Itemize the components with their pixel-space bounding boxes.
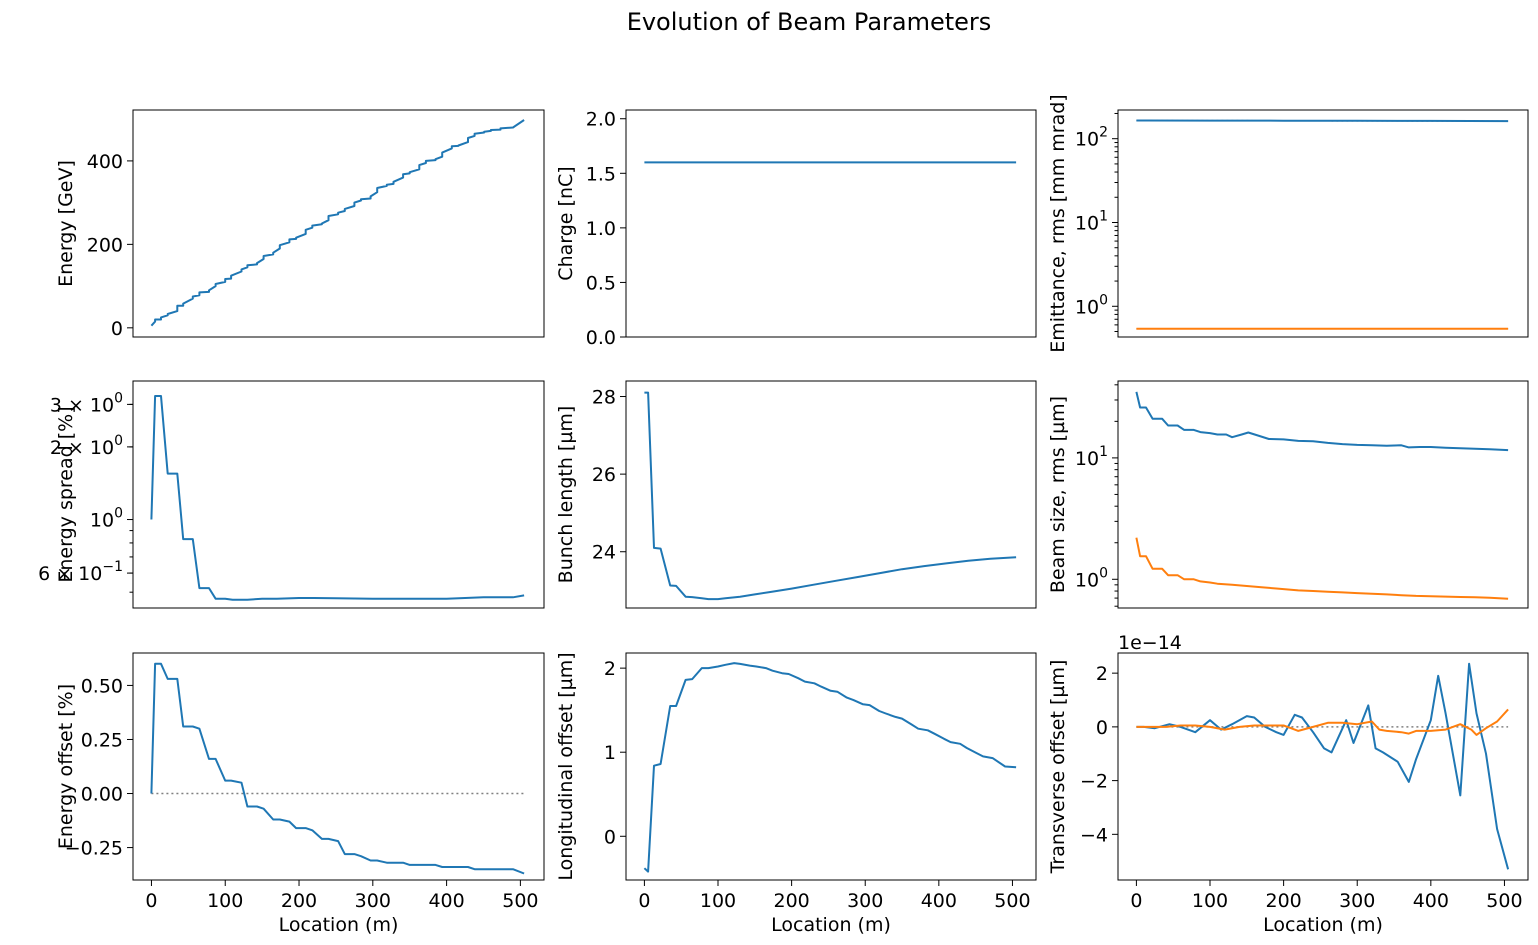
y-axis-label: Energy [GeV] bbox=[55, 160, 77, 287]
y-axis-label: Bunch length [µm] bbox=[555, 406, 577, 584]
y-tick-label: 0 bbox=[1096, 717, 1108, 739]
subplot-energy: 0 200 400 Energy [GeV] bbox=[55, 109, 545, 340]
y-tick-label: 0.00 bbox=[81, 784, 123, 806]
x-axis-label: Location (m) bbox=[1263, 914, 1383, 936]
subplot-bunch-length: 24 26 28 Bunch length [µm] bbox=[555, 380, 1037, 609]
axes-frame bbox=[625, 652, 1037, 881]
y-tick-label: 28 bbox=[592, 387, 616, 409]
series-line-0 bbox=[1136, 662, 1510, 870]
x-tick-label: 200 bbox=[1265, 890, 1301, 912]
axis-offset-text: 1e−14 bbox=[1118, 632, 1182, 654]
y-tick-label: 0.0 bbox=[586, 327, 616, 349]
series-line-0 bbox=[643, 662, 1017, 873]
y-axis-label: Longitudinal offset [µm] bbox=[555, 652, 577, 880]
y-axis-label: Energy offset [%] bbox=[55, 684, 77, 849]
axes-frame bbox=[1117, 109, 1529, 338]
y-tick-label: 0.50 bbox=[81, 675, 123, 697]
axes-frame bbox=[625, 380, 1037, 609]
figure-title: Evolution of Beam Parameters bbox=[627, 8, 992, 36]
series-line-0 bbox=[1135, 391, 1509, 452]
y-axis-label: Charge [nC] bbox=[555, 166, 577, 280]
x-tick-label: 300 bbox=[1339, 890, 1375, 912]
y-tick-label: 0 bbox=[111, 318, 123, 340]
subplot-charge: 0.0 0.5 1.0 1.5 2.0 Charge [nC] bbox=[555, 109, 1037, 349]
y-tick-label: 2 × 100 bbox=[50, 433, 123, 459]
y-axis-label: Emittance, rms [mm mrad] bbox=[1047, 94, 1069, 352]
y-tick-label: 100 bbox=[90, 506, 123, 532]
series-line-1 bbox=[1136, 708, 1509, 736]
series-line-0 bbox=[150, 662, 525, 875]
y-tick-label: 100 bbox=[1075, 292, 1108, 318]
series-line-1 bbox=[1135, 537, 1509, 600]
x-tick-label: 0 bbox=[638, 890, 650, 912]
y-tick-label: −0.25 bbox=[65, 838, 123, 860]
y-axis-label: Energy spread [%] bbox=[55, 406, 77, 582]
y-tick-label: 101 bbox=[1075, 208, 1108, 234]
y-tick-label: 1.0 bbox=[586, 218, 616, 240]
y-tick-label: 2.0 bbox=[586, 109, 616, 131]
axes-frame bbox=[625, 109, 1037, 338]
y-tick-label: 24 bbox=[592, 542, 616, 564]
subplot-energy-offset: −0.25 0.00 0.25 0.50 0 100 200 300 400 500 Energy … bbox=[55, 652, 545, 936]
x-tick-label: 300 bbox=[847, 890, 883, 912]
x-tick-label: 100 bbox=[207, 890, 243, 912]
y-tick-label: 400 bbox=[87, 151, 123, 173]
y-axis-label: Transverse offset [µm] bbox=[1047, 660, 1069, 875]
y-tick-label: 2 bbox=[604, 658, 616, 680]
y-tick-label: 1 bbox=[604, 742, 616, 764]
x-tick-label: 200 bbox=[281, 890, 317, 912]
x-axis-label: Location (m) bbox=[771, 914, 891, 936]
y-tick-label: −2 bbox=[1080, 771, 1108, 793]
y-tick-label: 2 bbox=[1096, 663, 1108, 685]
subplot-beam-size: 100 101 Beam size, rms [µm] bbox=[1047, 380, 1529, 609]
x-tick-label: 0 bbox=[145, 890, 157, 912]
x-tick-label: 0 bbox=[1130, 890, 1142, 912]
y-axis-label: Beam size, rms [µm] bbox=[1047, 396, 1069, 593]
x-tick-label: 400 bbox=[1413, 890, 1449, 912]
x-tick-label: 100 bbox=[700, 890, 736, 912]
y-tick-label: 0.25 bbox=[81, 729, 123, 751]
y-tick-label: 102 bbox=[1075, 125, 1108, 151]
axes-frame bbox=[132, 380, 545, 609]
x-tick-label: 200 bbox=[773, 890, 809, 912]
y-tick-label: 0.5 bbox=[586, 272, 616, 294]
x-tick-label: 500 bbox=[994, 890, 1030, 912]
axes-frame bbox=[1117, 380, 1529, 609]
axes-frame bbox=[132, 109, 545, 338]
axes-frame bbox=[132, 652, 545, 881]
y-tick-label: 26 bbox=[592, 464, 616, 486]
y-tick-label: 101 bbox=[1075, 444, 1108, 470]
x-tick-label: 400 bbox=[921, 890, 957, 912]
y-tick-label: 3 × 100 bbox=[50, 390, 123, 416]
y-tick-label: 6 × 10−1 bbox=[38, 559, 123, 585]
x-axis-label: Location (m) bbox=[279, 914, 399, 936]
axes-frame bbox=[1117, 652, 1529, 881]
subplot-transverse-offset: −4 −2 0 2 0 100 200 300 400 500 Transverse offset … bbox=[1047, 632, 1529, 936]
x-tick-label: 100 bbox=[1192, 890, 1228, 912]
x-tick-label: 500 bbox=[1486, 890, 1522, 912]
series-line-0 bbox=[644, 391, 1017, 601]
x-tick-label: 500 bbox=[502, 890, 538, 912]
x-tick-label: 300 bbox=[355, 890, 391, 912]
y-tick-label: 100 bbox=[1075, 565, 1108, 591]
y-tick-label: 1.5 bbox=[586, 163, 616, 185]
y-tick-label: 0 bbox=[604, 826, 616, 848]
series-line-0 bbox=[1136, 119, 1509, 123]
y-tick-label: −4 bbox=[1080, 824, 1108, 846]
subplot-emittance: 100 101 102 Emittance, rms [mm mrad] bbox=[1047, 94, 1529, 353]
subplot-longitudinal-offset: 0 1 2 0 100 200 300 400 500 Longitudinal offset [… bbox=[555, 652, 1037, 936]
x-tick-label: 400 bbox=[428, 890, 464, 912]
series-line-0 bbox=[150, 119, 525, 327]
y-tick-label: 200 bbox=[87, 234, 123, 256]
series-line-0 bbox=[150, 395, 525, 601]
